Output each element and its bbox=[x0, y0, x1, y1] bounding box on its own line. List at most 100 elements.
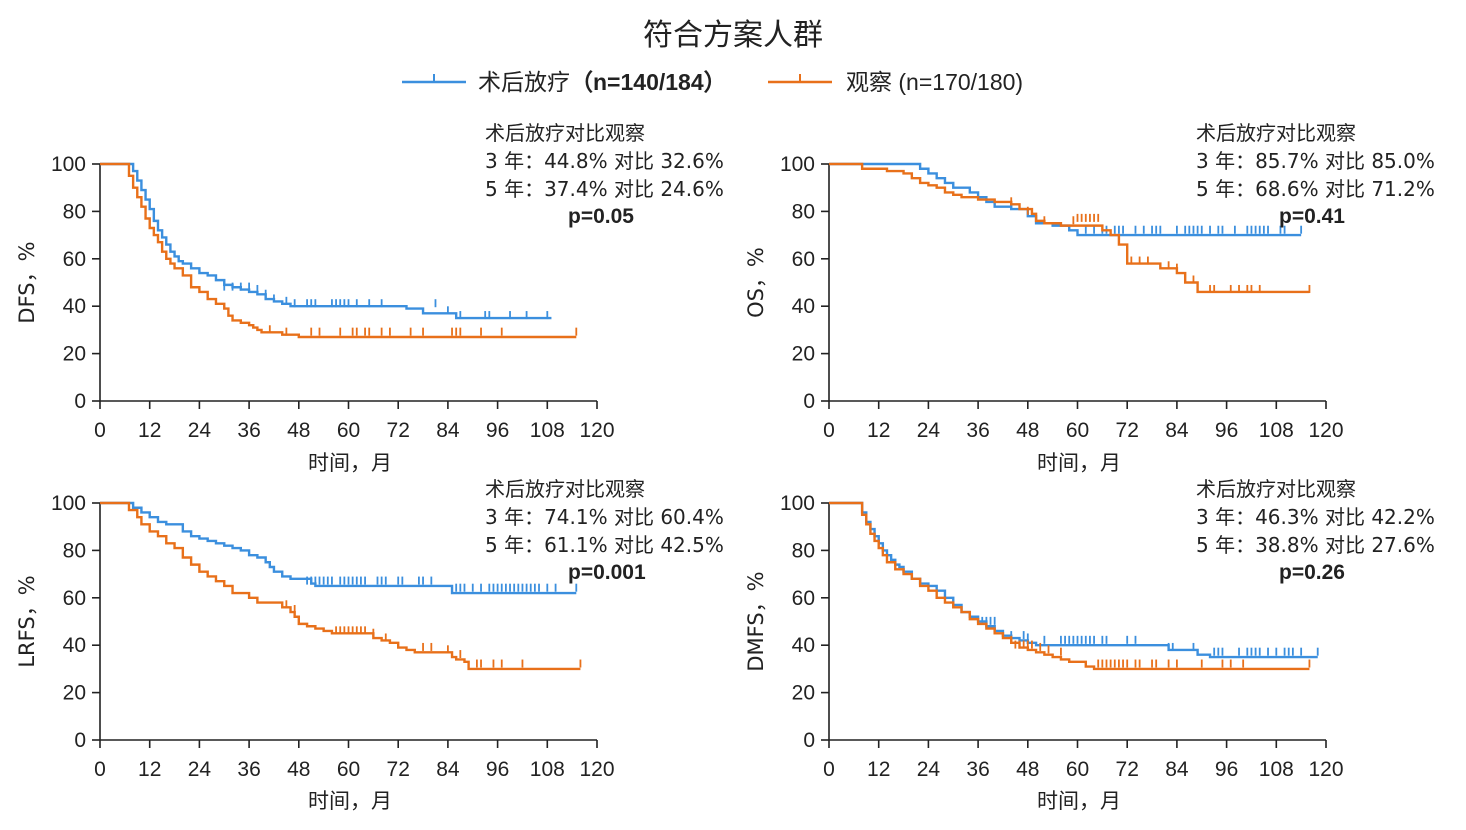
x-tick-label-os-0: 0 bbox=[823, 419, 835, 442]
y-tick-label-lrfs-60: 60 bbox=[63, 587, 86, 610]
x-tick-label-dfs-12: 12 bbox=[138, 419, 161, 442]
x-tick-label-dmfs-24: 24 bbox=[917, 758, 941, 781]
y-tick-label-os-100: 100 bbox=[780, 153, 815, 176]
x-tick-label-dfs-0: 0 bbox=[94, 419, 106, 442]
annotation-pvalue-dmfs: p=0.26 bbox=[1279, 561, 1345, 584]
x-tick-label-dfs-48: 48 bbox=[287, 419, 310, 442]
km-curve-dmfs-0 bbox=[829, 501, 1318, 659]
km-curve-os-1 bbox=[829, 162, 1310, 294]
legend-item-radiotherapy: 术后放疗（n=140/184） bbox=[402, 69, 727, 96]
legend-label-radiotherapy-main: 术后放疗 bbox=[478, 70, 570, 96]
annotation-3yr-os: 3 年：85.7% 对比 85.0% bbox=[1196, 149, 1435, 173]
annotation-5yr-dfs: 5 年：37.4% 对比 24.6% bbox=[485, 177, 724, 201]
km-curve-lrfs-1 bbox=[100, 501, 581, 671]
x-tick-label-dmfs-12: 12 bbox=[867, 758, 890, 781]
x-tick-label-os-60: 60 bbox=[1066, 419, 1089, 442]
x-tick-label-dfs-36: 36 bbox=[237, 419, 260, 442]
x-tick-label-os-84: 84 bbox=[1165, 419, 1189, 442]
legend-label-observation: 观察 (n=170/180) bbox=[846, 69, 1023, 96]
x-tick-label-lrfs-12: 12 bbox=[138, 758, 161, 781]
y-tick-label-dmfs-100: 100 bbox=[780, 492, 815, 515]
x-axis-title-dmfs: 时间，月 bbox=[1037, 789, 1121, 813]
annotation-5yr-dmfs: 5 年：38.8% 对比 27.6% bbox=[1196, 533, 1435, 557]
legend-label-observation-count: (n=170/180) bbox=[892, 69, 1023, 95]
x-tick-label-dmfs-96: 96 bbox=[1215, 758, 1238, 781]
x-tick-label-lrfs-72: 72 bbox=[387, 758, 410, 781]
km-curve-dmfs-1 bbox=[829, 501, 1310, 671]
km-panel-lrfs: 0 20 40 60 80 100 0 12 24 36 48 60 72 84 96 108 120 时间，月 L… bbox=[15, 477, 724, 813]
legend-label-radiotherapy: 术后放疗（n=140/184） bbox=[478, 69, 727, 96]
annotation-pvalue-lrfs: p=0.001 bbox=[568, 561, 646, 584]
y-axis-title-dmfs: DMFS，% bbox=[744, 571, 768, 671]
km-curve-dfs-0 bbox=[100, 162, 552, 320]
annotation-3yr-lrfs: 3 年：74.1% 对比 60.4% bbox=[485, 505, 724, 529]
annotation-heading-dmfs: 术后放疗对比观察 bbox=[1196, 477, 1356, 501]
y-tick-label-os-0: 0 bbox=[803, 390, 815, 413]
y-tick-label-lrfs-20: 20 bbox=[63, 682, 86, 705]
x-tick-label-dmfs-0: 0 bbox=[823, 758, 835, 781]
km-curve-lrfs-0 bbox=[100, 501, 577, 595]
y-tick-label-lrfs-100: 100 bbox=[51, 492, 86, 515]
x-tick-label-dmfs-84: 84 bbox=[1165, 758, 1189, 781]
y-tick-label-dfs-40: 40 bbox=[63, 295, 86, 318]
annotation-heading-dfs: 术后放疗对比观察 bbox=[485, 121, 645, 145]
x-tick-label-lrfs-96: 96 bbox=[486, 758, 509, 781]
annotation-heading-lrfs: 术后放疗对比观察 bbox=[485, 477, 645, 501]
x-tick-label-dfs-120: 120 bbox=[579, 419, 614, 442]
km-panel-dmfs: 0 20 40 60 80 100 0 12 24 36 48 60 72 84 96 108 120 时间，月 D… bbox=[744, 477, 1435, 813]
y-tick-label-dfs-60: 60 bbox=[63, 248, 86, 271]
x-axis-title-os: 时间，月 bbox=[1037, 451, 1121, 475]
legend: 术后放疗（n=140/184） 观察 (n=170/180) bbox=[402, 69, 1023, 96]
x-tick-label-os-12: 12 bbox=[867, 419, 890, 442]
km-curve-os-0 bbox=[829, 162, 1302, 237]
y-tick-label-os-80: 80 bbox=[792, 200, 815, 223]
x-tick-label-os-108: 108 bbox=[1259, 419, 1294, 442]
y-tick-label-dfs-0: 0 bbox=[74, 390, 86, 413]
x-tick-label-dmfs-48: 48 bbox=[1016, 758, 1039, 781]
y-axis-title-dfs: DFS，% bbox=[15, 241, 39, 323]
x-tick-label-dfs-84: 84 bbox=[436, 419, 460, 442]
y-axis-title-lrfs: LRFS，% bbox=[15, 575, 39, 667]
legend-label-observation-main: 观察 bbox=[846, 70, 892, 96]
x-tick-label-os-48: 48 bbox=[1016, 419, 1039, 442]
y-tick-label-dmfs-40: 40 bbox=[792, 634, 815, 657]
x-tick-label-os-72: 72 bbox=[1116, 419, 1139, 442]
annotation-heading-os: 术后放疗对比观察 bbox=[1196, 121, 1356, 145]
page-title: 符合方案人群 bbox=[643, 18, 823, 53]
x-tick-label-dfs-108: 108 bbox=[530, 419, 565, 442]
x-tick-label-dmfs-120: 120 bbox=[1308, 758, 1343, 781]
annotation-5yr-os: 5 年：68.6% 对比 71.2% bbox=[1196, 177, 1435, 201]
x-tick-label-lrfs-24: 24 bbox=[188, 758, 212, 781]
annotation-3yr-dmfs: 3 年：46.3% 对比 42.2% bbox=[1196, 505, 1435, 529]
legend-item-observation: 观察 (n=170/180) bbox=[768, 69, 1023, 96]
legend-label-radiotherapy-count: （n=140/184） bbox=[570, 69, 727, 95]
km-curve-dfs-1 bbox=[100, 162, 577, 339]
x-tick-label-lrfs-84: 84 bbox=[436, 758, 460, 781]
x-tick-label-dfs-24: 24 bbox=[188, 419, 212, 442]
x-tick-label-lrfs-60: 60 bbox=[337, 758, 360, 781]
x-tick-label-lrfs-120: 120 bbox=[579, 758, 614, 781]
x-tick-label-os-24: 24 bbox=[917, 419, 941, 442]
x-tick-label-lrfs-48: 48 bbox=[287, 758, 310, 781]
y-tick-label-dmfs-20: 20 bbox=[792, 682, 815, 705]
x-tick-label-os-36: 36 bbox=[966, 419, 989, 442]
y-tick-label-os-20: 20 bbox=[792, 343, 815, 366]
km-panel-os: 0 20 40 60 80 100 0 12 24 36 48 60 72 84 96 108 120 时间，月 O… bbox=[744, 121, 1435, 475]
x-tick-label-dfs-60: 60 bbox=[337, 419, 360, 442]
x-tick-label-dfs-72: 72 bbox=[387, 419, 410, 442]
x-axis-title-dfs: 时间，月 bbox=[308, 451, 392, 475]
y-tick-label-lrfs-0: 0 bbox=[74, 729, 86, 752]
x-tick-label-dmfs-72: 72 bbox=[1116, 758, 1139, 781]
x-axis-title-lrfs: 时间，月 bbox=[308, 789, 392, 813]
x-tick-label-lrfs-0: 0 bbox=[94, 758, 106, 781]
annotation-pvalue-dfs: p=0.05 bbox=[568, 205, 634, 228]
y-tick-label-dfs-100: 100 bbox=[51, 153, 86, 176]
x-tick-label-os-120: 120 bbox=[1308, 419, 1343, 442]
y-tick-label-dmfs-60: 60 bbox=[792, 587, 815, 610]
x-tick-label-lrfs-36: 36 bbox=[237, 758, 260, 781]
x-tick-label-os-96: 96 bbox=[1215, 419, 1238, 442]
y-tick-label-os-40: 40 bbox=[792, 295, 815, 318]
x-tick-label-dmfs-36: 36 bbox=[966, 758, 989, 781]
y-tick-label-os-60: 60 bbox=[792, 248, 815, 271]
